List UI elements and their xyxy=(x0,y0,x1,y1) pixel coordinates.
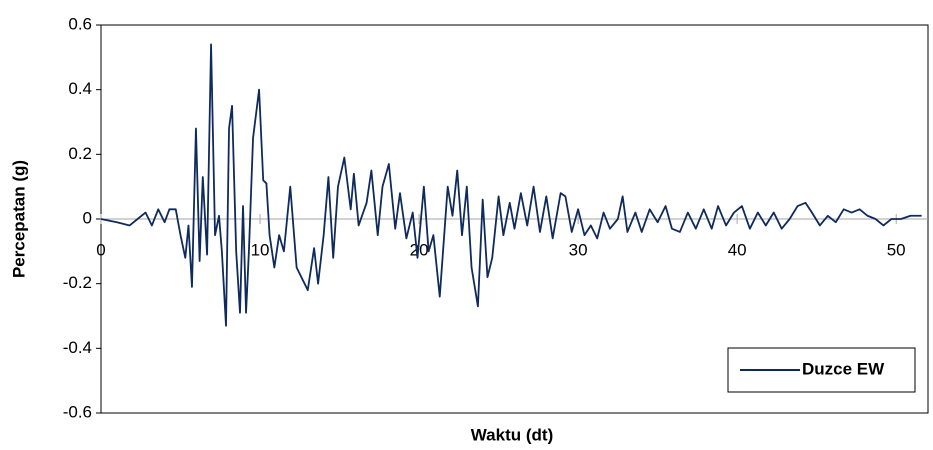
x-tick-label: 40 xyxy=(728,240,747,259)
y-tick-label: 0.4 xyxy=(68,79,92,98)
x-tick-label: 30 xyxy=(569,240,588,259)
y-tick-label: -0.2 xyxy=(63,273,92,292)
x-tick-label: 50 xyxy=(887,240,906,259)
x-tick-label: 10 xyxy=(251,240,270,259)
y-tick-label: -0.4 xyxy=(63,338,92,357)
x-tick-label: 0 xyxy=(96,240,105,259)
data-line xyxy=(100,43,922,327)
legend-label: Duzce EW xyxy=(802,359,885,378)
y-tick-label: 0.2 xyxy=(68,144,92,163)
x-axis-title: Waktu (dt) xyxy=(471,425,553,444)
y-tick-label: 0.6 xyxy=(68,14,92,33)
y-tick-label: -0.6 xyxy=(63,402,92,421)
y-tick-label: 0 xyxy=(83,208,92,227)
y-axis-title: Percepatan (g) xyxy=(9,160,28,278)
